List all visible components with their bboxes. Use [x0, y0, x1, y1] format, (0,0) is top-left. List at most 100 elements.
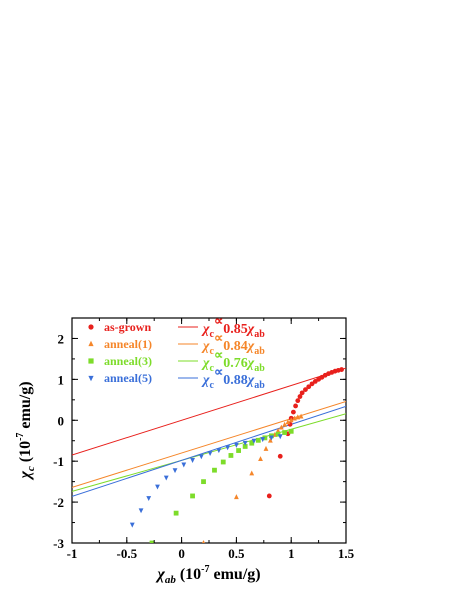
data-point-anneal-5-	[260, 437, 266, 443]
data-point-anneal-3-	[236, 448, 241, 453]
fit-line-as-grown	[72, 367, 346, 456]
data-point-anneal-5-	[216, 448, 222, 454]
x-axis-label-part: (10	[176, 566, 201, 583]
fit-symbol: ∝	[214, 313, 223, 328]
y-axis-label-part: emu/g)	[17, 381, 34, 432]
y-tick-label: -2	[53, 495, 64, 510]
data-point-as-grown	[290, 409, 296, 415]
x-tick-label: -0.5	[117, 546, 138, 561]
data-point-anneal-3-	[149, 540, 155, 543]
data-point-anneal-3-	[212, 467, 217, 473]
data-point-anneal-5-	[163, 475, 169, 481]
data-point-anneal-5-	[172, 468, 178, 474]
data-point-anneal-1-	[285, 419, 291, 425]
y-tick-label: 2	[58, 331, 65, 346]
x-axis-label-part: χ	[155, 566, 165, 583]
fit-symbol: ∝	[214, 347, 223, 362]
data-point-as-grown	[295, 398, 301, 404]
legend-label-anneal-1-: anneal(1)	[104, 337, 152, 351]
data-point-anneal-3-	[255, 437, 261, 443]
data-point-anneal-3-	[220, 459, 226, 465]
data-point-anneal-1-	[263, 445, 269, 451]
data-point-anneal-1-	[288, 417, 294, 423]
fit-sub: c	[210, 363, 215, 374]
data-point-anneal-3-	[190, 493, 195, 499]
fit-sub: c	[210, 329, 215, 340]
data-point-anneal-5-	[155, 484, 160, 490]
data-point-anneal-5-	[242, 440, 248, 446]
data-point-anneal-5-	[277, 434, 283, 440]
fit-coef: 0.88	[223, 373, 248, 388]
data-point-anneal-5-	[138, 508, 144, 514]
x-tick-label: 0.5	[228, 546, 245, 561]
legend-marker-anneal-5-	[88, 375, 94, 382]
data-point-anneal-1-	[282, 421, 288, 427]
data-points	[129, 367, 345, 543]
data-point-anneal-5-	[225, 445, 231, 451]
data-point-anneal-5-	[129, 522, 135, 528]
data-point-anneal-3-	[262, 435, 268, 441]
data-point-anneal-5-	[251, 438, 257, 444]
legend-label-as-grown: as-grown	[104, 320, 151, 334]
data-point-anneal-5-	[181, 462, 187, 468]
y-tick-label: 0	[58, 413, 65, 428]
data-point-anneal-3-	[275, 431, 281, 437]
data-point-anneal-1-	[275, 427, 281, 433]
data-point-as-grown	[293, 403, 298, 409]
fit-coef: 0.76	[223, 356, 248, 371]
fit-sub: ab	[254, 380, 265, 391]
fit-sub: ab	[254, 363, 265, 374]
data-point-anneal-3-	[242, 444, 248, 449]
y-axis-label-part: c	[25, 466, 37, 471]
data-point-anneal-5-	[207, 451, 213, 456]
axis-labels: χab (10-7 emu/g)χc (10-7 emu/g)	[15, 381, 261, 586]
data-point-anneal-3-	[288, 428, 294, 434]
data-point-anneal-1-	[249, 470, 255, 476]
fit-chi: χ	[201, 322, 210, 337]
fit-coef: 0.85	[223, 322, 248, 337]
data-point-as-grown	[266, 493, 272, 499]
fit-sub: c	[210, 380, 215, 391]
fit-equation-anneal-5-: χc∝0.88χab	[201, 364, 265, 391]
legend-label-anneal-3-: anneal(3)	[104, 354, 152, 368]
data-point-anneal-5-	[234, 442, 239, 448]
fit-symbol: ∝	[214, 364, 223, 379]
y-axis-label-part: (10	[17, 441, 34, 466]
fit-symbol: ∝	[214, 330, 223, 345]
data-point-anneal-5-	[198, 454, 204, 460]
data-point-anneal-3-	[228, 453, 234, 458]
x-tick-label: 0	[178, 546, 185, 561]
x-tick-label: -1	[67, 546, 78, 561]
data-point-anneal-1-	[278, 424, 284, 430]
axis-ticks: -1 -0.5 0 0.5 1 1.5 -3 -2 -1 0 1 2	[53, 317, 355, 561]
x-axis-label: χab (10-7 emu/g)	[155, 564, 260, 586]
data-point-anneal-3-	[201, 479, 206, 485]
fit-sub: ab	[254, 346, 265, 357]
x-tick-label: 1.5	[338, 546, 355, 561]
data-point-as-grown	[277, 453, 283, 459]
fit-chi: χ	[246, 322, 255, 337]
fit-equation-as-grown: χc∝0.85χab	[201, 313, 265, 340]
data-point-as-grown	[297, 394, 303, 399]
fit-line-anneal-1-	[72, 400, 346, 488]
fit-chi: χ	[201, 339, 210, 354]
y-tick-label: -3	[53, 536, 64, 551]
y-axis-label-part: -7	[15, 433, 26, 441]
data-point-anneal-3-	[249, 440, 255, 446]
x-tick-label: 1	[288, 546, 295, 561]
x-axis-label-part: -7	[201, 564, 209, 575]
data-point-anneal-1-	[267, 437, 273, 443]
y-tick-label: -1	[53, 454, 64, 469]
fit-chi: χ	[246, 339, 255, 354]
legend-marker-as-grown	[88, 324, 94, 330]
data-point-anneal-1-	[298, 413, 304, 419]
data-point-anneal-3-	[173, 510, 179, 516]
data-point-anneal-3-	[282, 430, 288, 435]
x-axis-label-part: ab	[165, 574, 177, 586]
legend-marker-anneal-1-	[88, 340, 94, 347]
x-axis-label-part: emu/g)	[210, 566, 261, 583]
y-axis-label-part: χ	[17, 471, 34, 481]
legend-label-anneal-5-: anneal(5)	[104, 371, 152, 385]
data-point-anneal-5-	[146, 496, 152, 501]
